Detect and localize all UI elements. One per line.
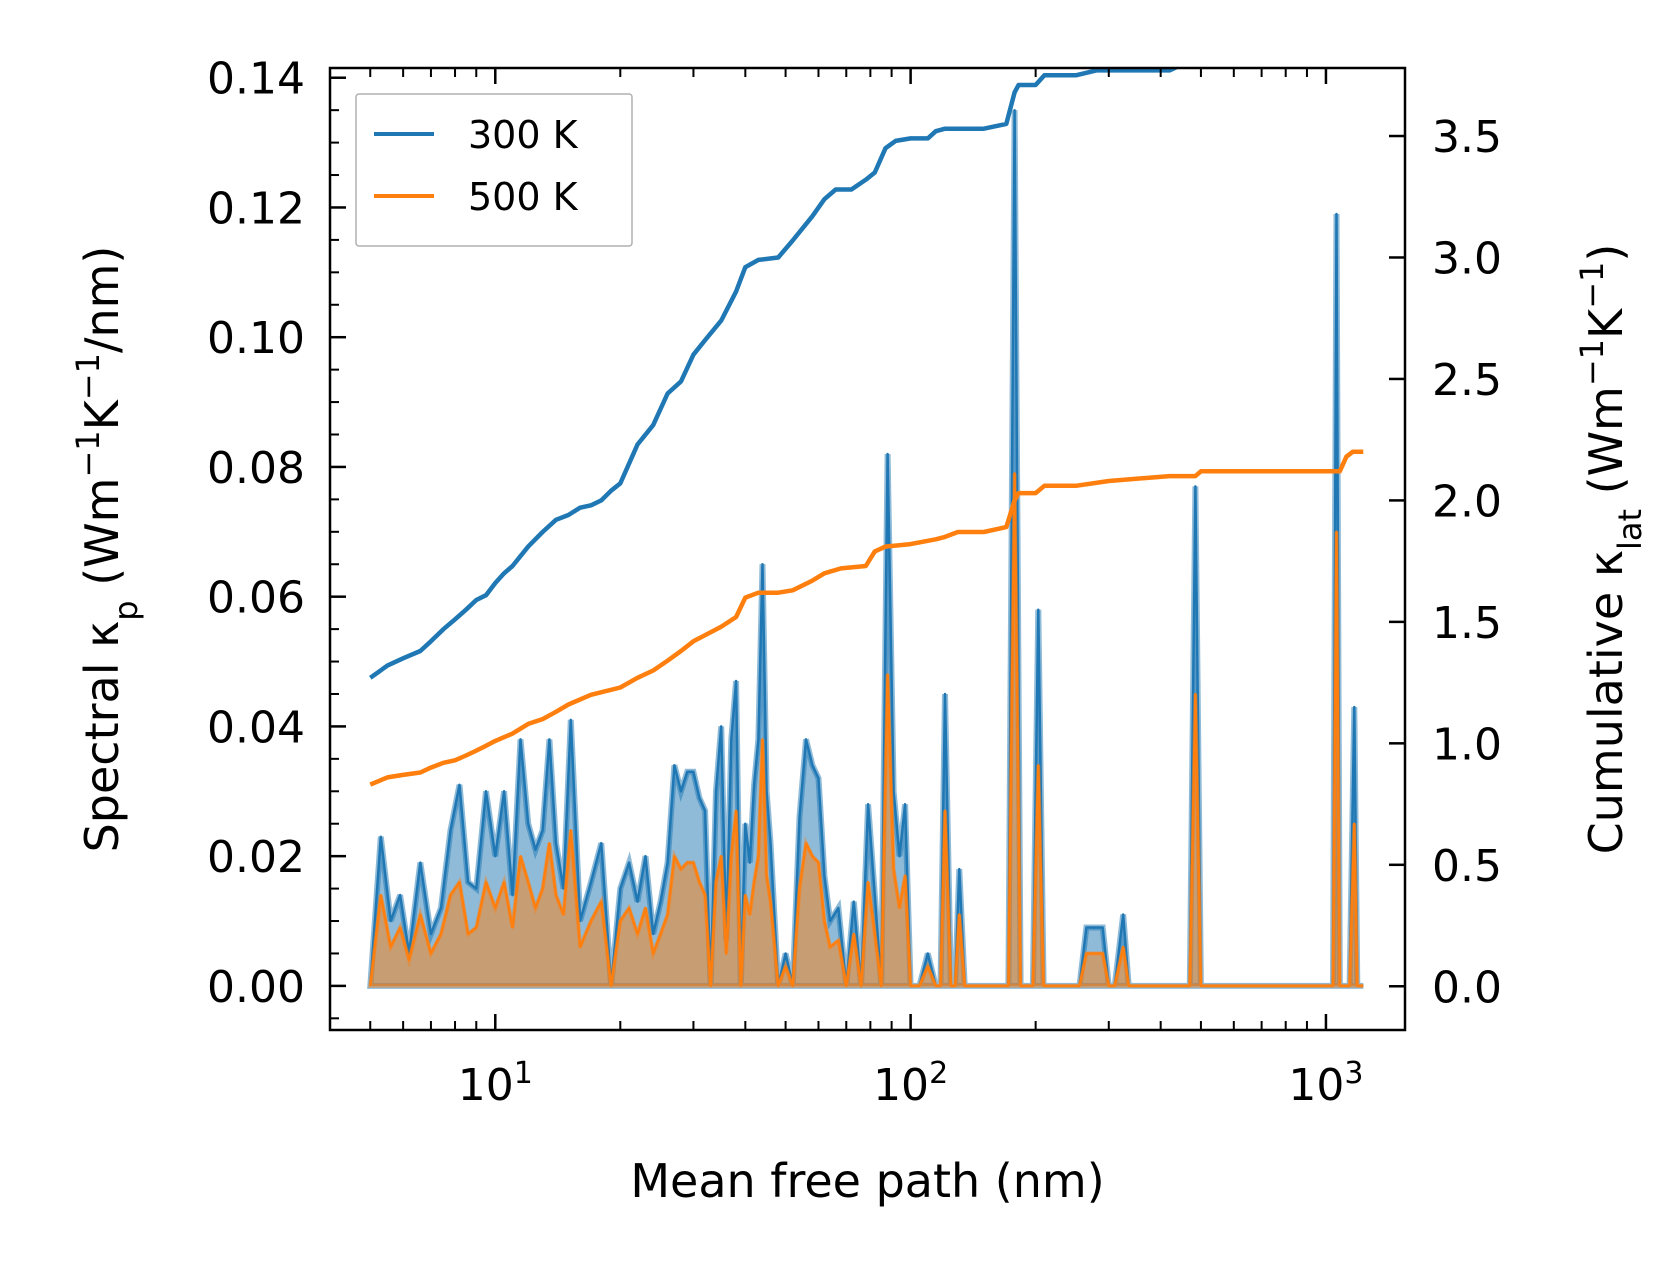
spectral-500k-line (369, 472, 1364, 988)
y-left-title-subscript: p (107, 600, 145, 620)
legend-label-500k: 500 K (468, 175, 579, 219)
y-left-tick-label: 0.04 (207, 702, 305, 753)
y-right-title-main: Cumulative (1579, 577, 1633, 854)
y-right-tick-label: 1.0 (1432, 719, 1502, 770)
cumulative-layer (368, 68, 1364, 787)
y-left-title-exp2: −1 (69, 353, 107, 400)
y-left-tick-label: 0.00 (207, 962, 305, 1013)
y-axis-right-title: Cumulative κlat (Wm−1K−1) (1573, 244, 1649, 855)
y-right-title-exp2: −1 (1573, 262, 1611, 309)
spectral-layer (367, 108, 1364, 989)
y-left-title-unit-close: /nm) (75, 246, 129, 353)
y-right-tick-label: 3.0 (1432, 233, 1502, 284)
y-left-tick-label: 0.14 (207, 54, 305, 105)
x-tick-exponent: 3 (1344, 1056, 1363, 1091)
x-tick-label: 103 (1288, 1056, 1363, 1112)
y-left-tick-label: 0.10 (207, 313, 305, 364)
y-right-tick-label: 0.0 (1432, 962, 1502, 1013)
y-left-title-unit-mid: K (75, 398, 129, 430)
y-left-title-symbol: κ (75, 621, 129, 648)
y-right-tick-label: 2.0 (1432, 476, 1502, 527)
x-tick-exponent: 2 (929, 1056, 948, 1091)
x-tick-base: 10 (873, 1060, 929, 1111)
y-right-title-unit-mid: K (1579, 307, 1633, 339)
x-tick-label: 102 (873, 1056, 948, 1112)
y-left-tick-label: 0.06 (207, 573, 305, 624)
y-right-tick-label: 2.5 (1432, 355, 1502, 406)
x-axis-title: Mean free path (nm) (630, 1154, 1104, 1208)
y-right-tick-label: 0.5 (1432, 841, 1502, 892)
y-right-title-subscript: lat (1611, 509, 1649, 550)
plot-frame (328, 66, 1407, 1032)
x-tick-base: 10 (458, 1060, 514, 1111)
y-left-title-main: Spectral (75, 648, 129, 853)
y-right-title-symbol: κ (1579, 550, 1633, 577)
cumulative-300k-line (368, 68, 1180, 680)
y-left-tick-label: 0.02 (207, 832, 305, 883)
x-tick-exponent: 1 (514, 1056, 533, 1091)
ticks-layer (329, 68, 1405, 1030)
y-right-tick-label: 3.5 (1432, 112, 1502, 163)
x-tick-base: 10 (1288, 1060, 1344, 1111)
legend: 300 K 500 K (355, 93, 633, 247)
y-right-tick-label: 1.5 (1432, 598, 1502, 649)
x-tick-label: 101 (458, 1056, 533, 1112)
y-left-tick-label: 0.12 (207, 183, 305, 234)
y-axis-left-title: Spectral κp (Wm−1K−1/nm) (69, 246, 145, 853)
y-left-title-exp1: −1 (69, 430, 107, 477)
y-left-title-unit-open: (Wm (75, 478, 129, 601)
tick-labels-layer: 101 102 1030.000.020.040.060.080.100.120.1… (207, 54, 1502, 1111)
cumulative-500k-line (369, 449, 1364, 787)
y-right-title-unit-open: (Wm (1579, 386, 1633, 509)
legend-label-300k: 300 K (468, 113, 579, 157)
y-right-title-unit-close: ) (1579, 244, 1633, 262)
y-right-title-exp1: −1 (1573, 339, 1611, 386)
y-left-tick-label: 0.08 (207, 443, 305, 494)
